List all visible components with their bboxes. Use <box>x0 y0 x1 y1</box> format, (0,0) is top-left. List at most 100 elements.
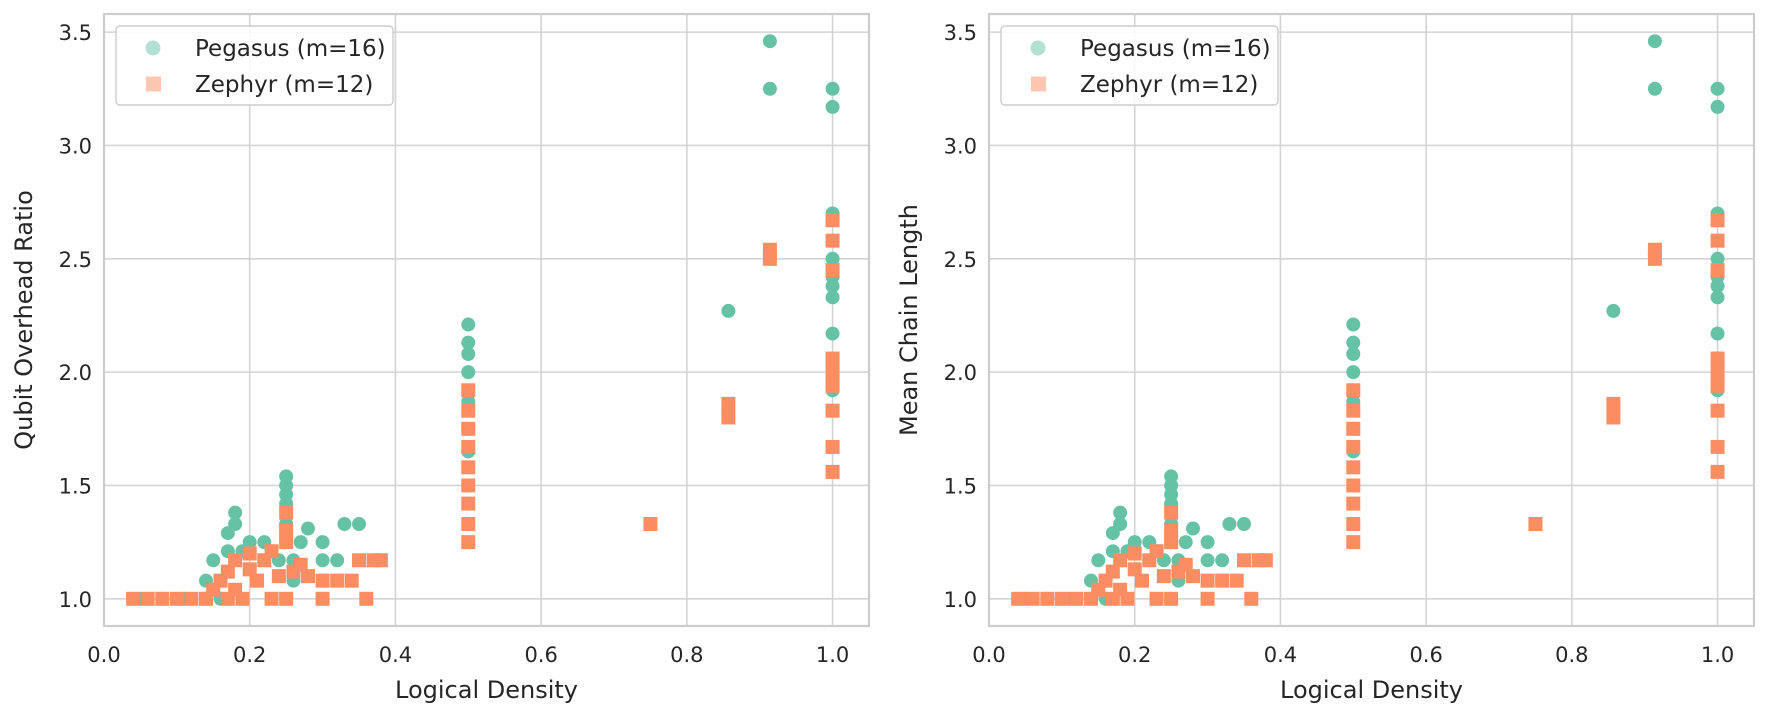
data-point <box>1054 591 1069 606</box>
data-point <box>825 263 840 278</box>
data-point <box>1710 439 1725 454</box>
series-zephyr <box>1011 213 1725 606</box>
data-point <box>1606 410 1621 425</box>
data-point <box>1222 517 1237 531</box>
data-point <box>155 591 170 606</box>
data-point <box>762 81 777 96</box>
data-point <box>1528 517 1543 531</box>
data-point <box>461 335 476 350</box>
data-point <box>330 553 345 568</box>
data-point <box>301 569 315 584</box>
plot-area <box>104 14 869 626</box>
data-point <box>825 213 840 228</box>
x-tick-label: 0.8 <box>670 643 703 667</box>
data-point <box>293 535 308 550</box>
legend: Pegasus (m=16) Zephyr (m=12) <box>1000 25 1279 106</box>
data-point <box>1346 535 1361 550</box>
data-point <box>461 478 476 493</box>
data-point <box>1346 365 1361 380</box>
y-tick-label: 1.5 <box>944 474 977 498</box>
data-point <box>337 517 352 531</box>
legend-marker <box>1030 40 1046 56</box>
chart-panel-2: 0.0 0.2 0.4 0.6 0.8 1.0 1.0 1.5 2.0 2.5 3.0 3.5 Logi… <box>895 12 1756 704</box>
data-point <box>1710 213 1725 228</box>
data-point <box>279 505 294 520</box>
y-tick-label: 3.5 <box>944 21 977 45</box>
data-point <box>359 591 374 606</box>
y-tick-label: 3.0 <box>944 134 977 158</box>
data-point <box>1040 591 1055 606</box>
data-point <box>1710 403 1725 418</box>
series-pegasus <box>1018 34 1725 606</box>
data-point <box>250 573 264 588</box>
axes-frame <box>987 12 1756 628</box>
data-point <box>206 553 221 568</box>
y-tick-label: 2.5 <box>59 248 92 272</box>
data-point <box>1346 496 1361 511</box>
data-point <box>279 523 294 538</box>
data-point <box>1149 544 1164 559</box>
data-point <box>1647 242 1662 257</box>
data-point <box>1164 505 1179 520</box>
legend-label: Zephyr (m=12) <box>195 72 373 98</box>
data-point <box>461 365 476 380</box>
data-point <box>721 303 736 318</box>
legend-label: Pegasus (m=16) <box>195 36 386 62</box>
data-point <box>1710 378 1725 393</box>
data-point <box>825 233 840 248</box>
data-point <box>1156 569 1171 584</box>
legend-label: Pegasus (m=16) <box>1080 36 1271 62</box>
data-point <box>1710 99 1725 114</box>
data-point <box>1346 347 1361 361</box>
data-point <box>1237 553 1251 568</box>
data-point <box>1200 573 1215 588</box>
data-point <box>1135 573 1149 588</box>
data-point <box>461 496 476 511</box>
y-tick-label: 3.0 <box>59 134 92 158</box>
data-point <box>825 81 840 96</box>
data-point <box>1215 573 1230 588</box>
x-tick-label: 0.4 <box>379 643 412 667</box>
data-point <box>271 569 286 584</box>
data-point <box>825 326 840 341</box>
data-point <box>1710 263 1725 278</box>
data-point <box>1069 591 1084 606</box>
data-point <box>1127 535 1142 550</box>
y-tick-label: 2.5 <box>944 248 977 272</box>
data-point <box>1200 553 1215 568</box>
data-point <box>721 410 736 425</box>
data-point <box>293 557 308 572</box>
data-point <box>279 535 294 550</box>
data-point <box>1186 569 1200 584</box>
data-point <box>140 591 155 606</box>
data-point <box>1346 317 1361 332</box>
legend-marker <box>1031 76 1046 92</box>
data-point <box>1178 535 1193 550</box>
y-tick-label: 1.0 <box>59 588 92 612</box>
y-axis-label: Mean Chain Length <box>895 204 923 436</box>
data-point <box>461 317 476 332</box>
plot-area <box>989 14 1754 626</box>
data-point <box>825 365 840 380</box>
data-point <box>1127 562 1142 577</box>
data-point <box>1710 365 1725 380</box>
data-point <box>461 535 476 550</box>
legend-marker <box>145 40 161 56</box>
data-point <box>1186 521 1200 536</box>
data-point <box>279 591 294 606</box>
data-point <box>1710 351 1725 366</box>
x-tick-label: 0.2 <box>233 643 266 667</box>
data-point <box>1113 553 1128 568</box>
data-point <box>1215 553 1230 568</box>
data-point <box>1244 591 1259 606</box>
data-point <box>1346 460 1361 475</box>
axes-frame <box>102 12 871 628</box>
data-point <box>825 290 840 305</box>
y-tick-label: 1.5 <box>59 474 92 498</box>
data-point <box>1178 557 1193 572</box>
data-point <box>1149 591 1164 606</box>
data-point <box>315 591 330 606</box>
data-point <box>1346 478 1361 493</box>
data-point <box>184 591 199 606</box>
